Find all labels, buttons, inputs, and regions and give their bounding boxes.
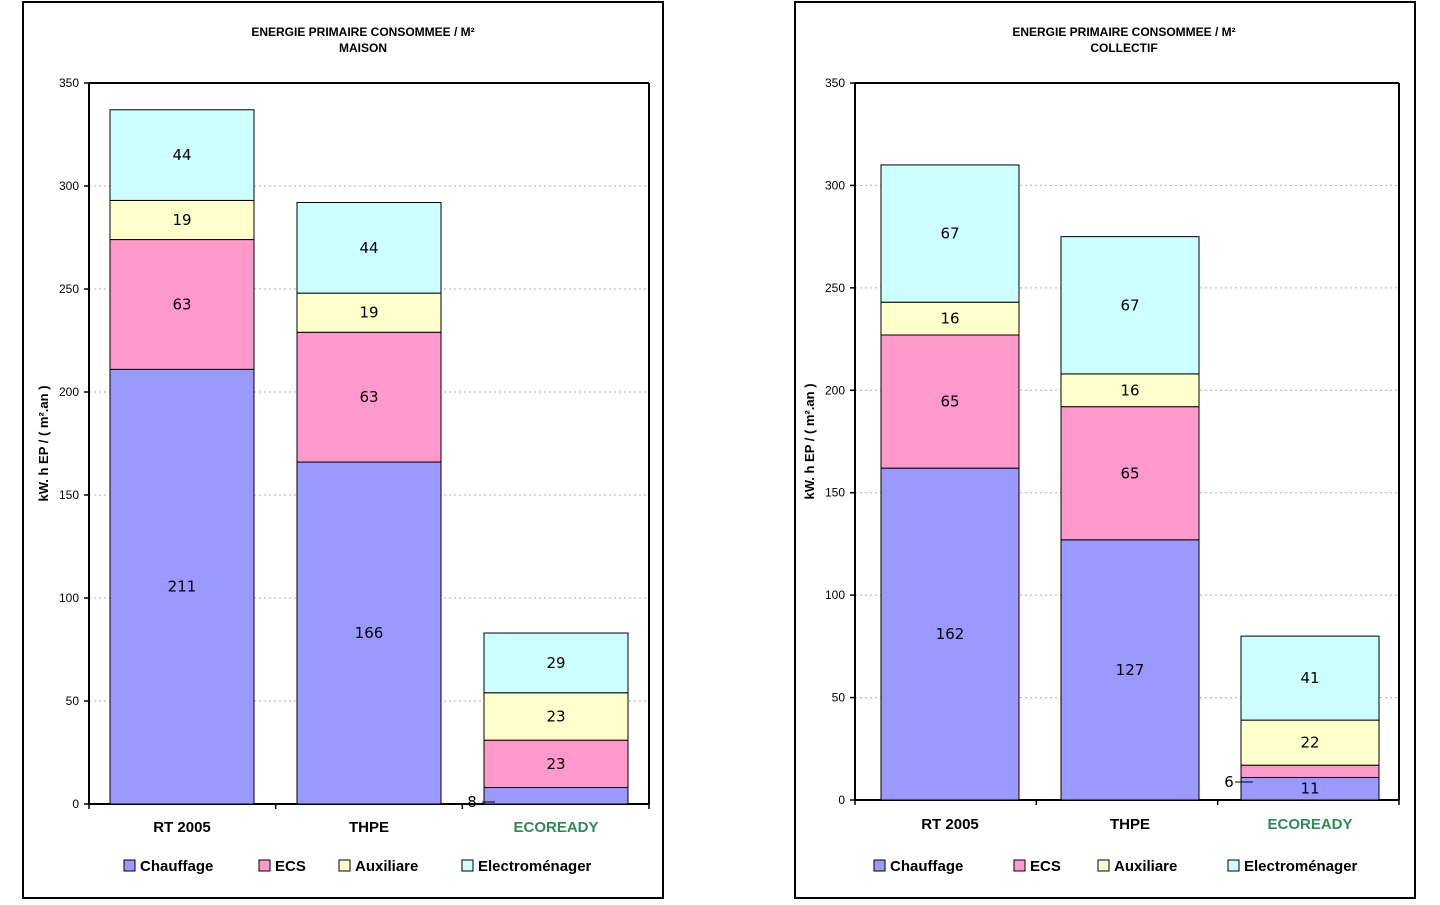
data-label: 63: [172, 295, 191, 313]
bar-segment-ecs: [296, 331, 442, 463]
y-tick-label: 0: [838, 793, 845, 807]
legend-swatch: [258, 859, 271, 872]
bar-segment-chauffage: [483, 787, 629, 805]
bar-segment-auxiliare: [1240, 719, 1380, 766]
chart-maison-svg: ENERGIE PRIMAIRE CONSOMMEE / M² MAISON 0 50…: [22, 1, 664, 899]
data-label: 23: [546, 755, 565, 773]
data-label: 22: [1300, 734, 1319, 752]
data-label: 41: [1300, 669, 1319, 687]
chart-subtitle: MAISON: [339, 41, 387, 55]
y-tick-label: 300: [59, 179, 79, 193]
data-label: 65: [1120, 464, 1139, 482]
data-label: 23: [546, 707, 565, 725]
bar-segment-electrom-nager: [880, 164, 1020, 303]
bar-segment-chauffage: [296, 461, 442, 805]
data-label: 11: [1300, 780, 1319, 798]
legend-label: ECS: [275, 858, 306, 875]
x-category-label: ECOREADY: [1267, 816, 1352, 833]
y-tick-label: 150: [59, 488, 79, 502]
x-category-label: ECOREADY: [513, 819, 598, 836]
data-label: 19: [172, 211, 191, 229]
data-label: 166: [355, 624, 384, 642]
y-tick-label: 100: [59, 591, 79, 605]
y-tick-label: 350: [825, 76, 845, 90]
y-tick-label: 100: [825, 588, 845, 602]
legend-label: Electroménager: [478, 858, 592, 875]
bar-segment-ecs: [880, 334, 1020, 469]
data-label: 16: [940, 310, 959, 328]
data-label: 16: [1120, 381, 1139, 399]
legend-swatch: [123, 859, 136, 872]
x-category-label: RT 2005: [921, 816, 979, 833]
x-category-label: THPE: [1110, 816, 1150, 833]
legend-swatch: [461, 859, 474, 872]
data-label: 63: [359, 388, 378, 406]
bar-segment-auxiliare: [1060, 373, 1200, 408]
x-category-label: RT 2005: [153, 819, 211, 836]
data-label: 44: [172, 146, 191, 164]
y-tick-label: 200: [825, 383, 845, 397]
legend-label: ECS: [1030, 858, 1061, 875]
y-tick-label: 250: [825, 281, 845, 295]
legend-label: Auxiliare: [355, 858, 418, 875]
y-tick-label: 300: [825, 178, 845, 192]
data-label: 127: [1116, 661, 1145, 679]
data-label: 8: [467, 793, 477, 811]
bar-segment-auxiliare: [296, 292, 442, 333]
legend-swatch: [1097, 859, 1110, 872]
bar-segment-auxiliare: [109, 199, 255, 241]
y-tick-label: 50: [66, 694, 80, 708]
data-label: 65: [940, 393, 959, 411]
data-label: 67: [1120, 296, 1139, 314]
data-label: 6: [1224, 773, 1234, 791]
y-axis-label: kW. h EP / ( m².an ): [802, 383, 817, 499]
legend-label: Chauffage: [140, 858, 213, 875]
bar-segment-ecs: [483, 739, 629, 789]
bar-segment-electrom-nager: [1240, 635, 1380, 721]
bar-segment-ecs: [109, 239, 255, 370]
chart-collectif-svg: ENERGIE PRIMAIRE CONSOMMEE / M² COLLECTIF…: [794, 1, 1416, 899]
bar-segment-chauffage: [1060, 539, 1200, 801]
legend-label: Electroménager: [1244, 858, 1358, 875]
y-tick-label: 350: [59, 76, 79, 90]
y-tick-label: 0: [72, 797, 79, 811]
legend-label: Chauffage: [890, 858, 963, 875]
data-label: 211: [168, 578, 197, 596]
data-label: 44: [359, 239, 378, 257]
bar-segment-auxiliare: [880, 301, 1020, 336]
chart-collectif: ENERGIE PRIMAIRE CONSOMMEE / M² COLLECTIF…: [770, 0, 1440, 905]
bar-segment-electrom-nager: [109, 109, 255, 201]
chart-subtitle: COLLECTIF: [1090, 41, 1157, 55]
chart-title: ENERGIE PRIMAIRE CONSOMMEE / M²: [1012, 25, 1235, 39]
legend-label: Auxiliare: [1114, 858, 1177, 875]
data-label: 29: [546, 654, 565, 672]
legend-swatch: [338, 859, 351, 872]
legend-swatch: [1227, 859, 1240, 872]
y-tick-label: 50: [832, 691, 846, 705]
bar-segment-electrom-nager: [1060, 236, 1200, 375]
chart-title: ENERGIE PRIMAIRE CONSOMMEE / M²: [251, 25, 474, 39]
y-tick-label: 200: [59, 385, 79, 399]
chart-maison: ENERGIE PRIMAIRE CONSOMMEE / M² MAISON 0 50…: [0, 0, 670, 905]
bar-segment-electrom-nager: [483, 632, 629, 694]
y-tick-label: 250: [59, 282, 79, 296]
legend-swatch: [1013, 859, 1026, 872]
bar-segment-ecs: [1060, 406, 1200, 541]
x-category-label: THPE: [349, 819, 389, 836]
bar-segment-electrom-nager: [296, 201, 442, 294]
y-tick-label: 150: [825, 486, 845, 500]
bar-segment-chauffage: [880, 467, 1020, 801]
data-label: 67: [940, 225, 959, 243]
bar-segment-ecs: [1240, 764, 1380, 778]
data-label: 162: [936, 625, 965, 643]
data-label: 19: [359, 304, 378, 322]
legend-swatch: [873, 859, 886, 872]
bar-segment-chauffage: [109, 368, 255, 805]
y-axis-label: kW. h EP / ( m².an ): [36, 385, 51, 501]
